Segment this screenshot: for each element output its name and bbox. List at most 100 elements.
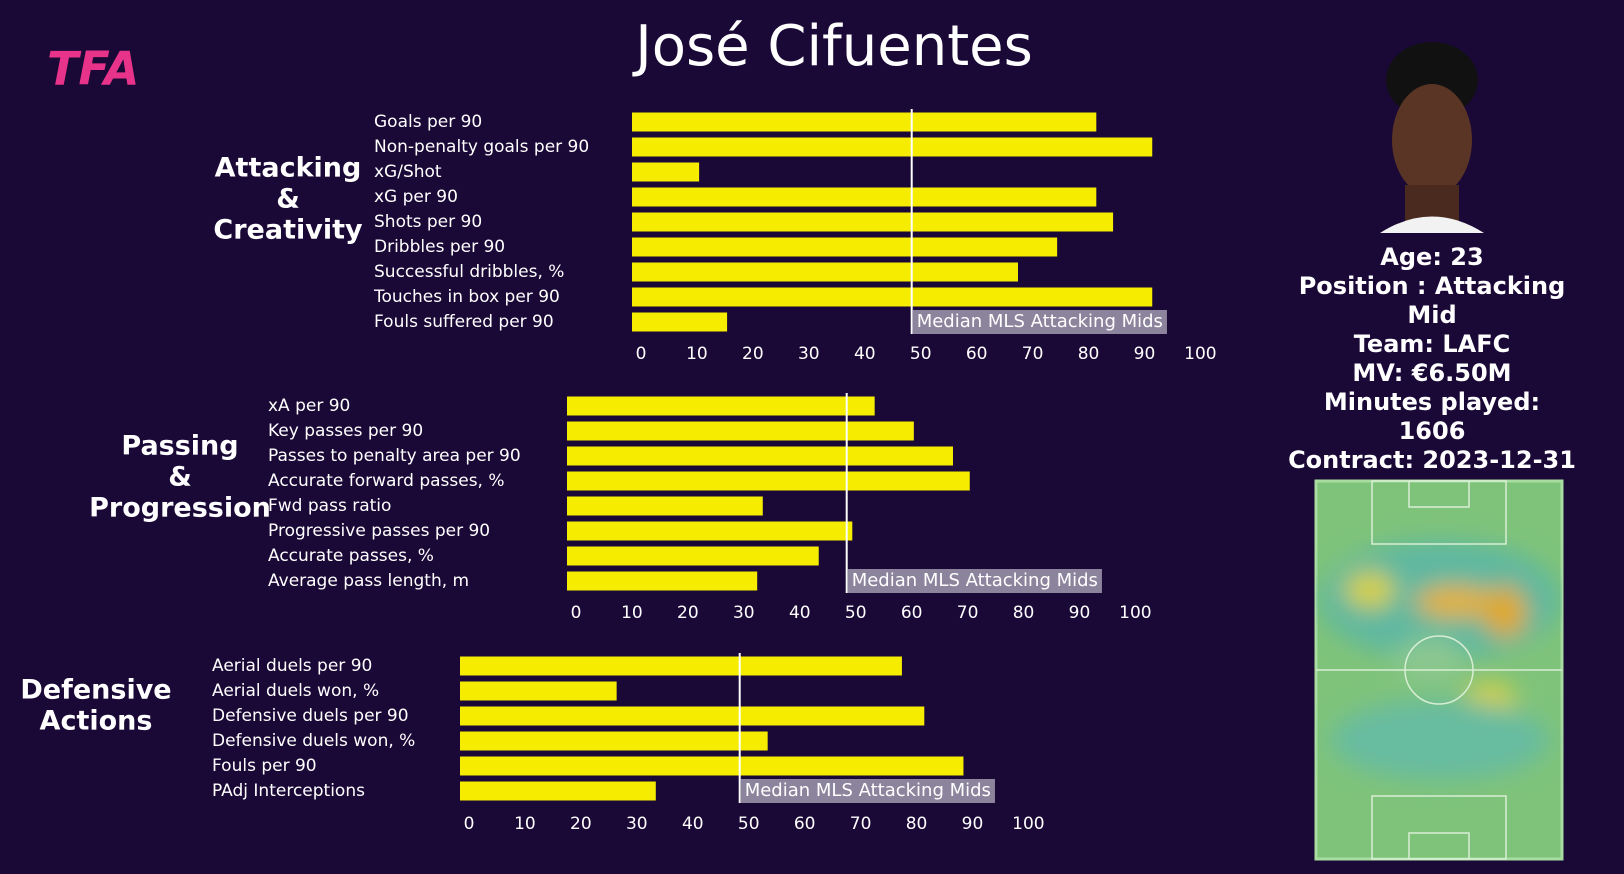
group-label: &	[168, 462, 192, 493]
bar	[567, 571, 758, 591]
category-label: Passes to penalty area per 90	[268, 446, 521, 466]
bar	[567, 496, 763, 516]
bar	[567, 396, 875, 416]
bar	[460, 781, 656, 801]
category-label: xA per 90	[268, 396, 350, 416]
x-tick-label: 60	[966, 344, 988, 364]
x-tick-label: 10	[514, 814, 536, 834]
x-tick-label: 60	[794, 814, 816, 834]
bar	[632, 312, 728, 332]
bar	[567, 446, 953, 466]
x-tick-label: 90	[1069, 603, 1091, 623]
bar	[567, 546, 819, 566]
group-label: &	[276, 184, 300, 215]
category-label: Dribbles per 90	[374, 237, 505, 257]
heatmap	[1314, 479, 1564, 861]
x-tick-label: 0	[636, 344, 647, 364]
category-label: Aerial duels won, %	[212, 681, 379, 701]
category-label: Key passes per 90	[268, 421, 423, 441]
profile-line: Age: 23	[1380, 243, 1484, 271]
category-label: Touches in box per 90	[373, 287, 560, 307]
median-label-box	[912, 310, 1167, 334]
x-tick-label: 20	[677, 603, 699, 623]
bar	[632, 262, 1018, 282]
category-label: Aerial duels per 90	[212, 656, 372, 676]
x-tick-label: 0	[464, 814, 475, 834]
category-label: Average pass length, m	[268, 571, 469, 591]
x-tick-label: 10	[621, 603, 643, 623]
x-tick-label: 50	[910, 344, 932, 364]
median-label-box	[740, 779, 995, 803]
group-label: Progression	[89, 493, 271, 524]
profile-line: Team: LAFC	[1353, 330, 1511, 358]
bar	[632, 112, 1097, 132]
x-tick-label: 100	[1119, 603, 1151, 623]
bar	[460, 731, 768, 751]
x-tick-label: 50	[845, 603, 867, 623]
category-label: Defensive duels per 90	[212, 706, 409, 726]
bar	[460, 681, 617, 701]
bar	[460, 756, 964, 776]
category-label: Progressive passes per 90	[268, 521, 490, 541]
x-tick-label: 40	[682, 814, 704, 834]
category-label: Fouls suffered per 90	[374, 312, 554, 332]
median-label: Median MLS Attacking Mids	[917, 311, 1163, 332]
x-tick-label: 40	[854, 344, 876, 364]
group-label: Passing	[121, 431, 238, 462]
x-tick-label: 70	[1022, 344, 1044, 364]
x-tick-label: 50	[738, 814, 760, 834]
profile-line: Contract: 2023-12-31	[1288, 446, 1576, 474]
bar	[632, 287, 1153, 307]
x-tick-label: 90	[1134, 344, 1156, 364]
x-tick-label: 20	[570, 814, 592, 834]
x-tick-label: 60	[901, 603, 923, 623]
category-label: Fouls per 90	[212, 756, 317, 776]
x-tick-label: 0	[571, 603, 582, 623]
bar	[460, 706, 925, 726]
x-tick-label: 30	[733, 603, 755, 623]
x-tick-label: 80	[1078, 344, 1100, 364]
profile-line: Minutes played: 1606	[1323, 388, 1541, 445]
bar	[567, 421, 914, 441]
category-label: PAdj Interceptions	[212, 781, 365, 801]
profile-line: MV: €6.50M	[1352, 359, 1512, 387]
category-label: Successful dribbles, %	[374, 262, 564, 282]
category-label: Fwd pass ratio	[268, 496, 391, 516]
group-label: Defensive	[20, 675, 171, 706]
x-tick-label: 30	[798, 344, 820, 364]
logo: TFA	[47, 42, 139, 96]
median-label: Median MLS Attacking Mids	[852, 570, 1098, 591]
x-tick-label: 40	[789, 603, 811, 623]
x-tick-label: 80	[1013, 603, 1035, 623]
bar	[632, 237, 1058, 257]
category-label: Non-penalty goals per 90	[374, 137, 589, 157]
group-label: Attacking	[215, 153, 362, 184]
x-tick-label: 70	[850, 814, 872, 834]
x-tick-label: 30	[626, 814, 648, 834]
x-tick-label: 90	[962, 814, 984, 834]
bar	[567, 521, 853, 541]
bar	[567, 471, 970, 491]
x-tick-label: 100	[1012, 814, 1044, 834]
x-tick-label: 80	[906, 814, 928, 834]
x-tick-label: 20	[742, 344, 764, 364]
x-tick-label: 10	[686, 344, 708, 364]
group-label: Actions	[40, 706, 153, 737]
chart-title: José Cifuentes	[632, 14, 1033, 79]
bar	[460, 656, 902, 676]
player-profile: Age: 23 Position : Attacking Mid Team: LAF…	[1287, 243, 1577, 475]
bar	[632, 187, 1097, 207]
group-label: Creativity	[213, 215, 363, 246]
player-photo	[1373, 41, 1492, 233]
category-label: Accurate passes, %	[268, 546, 434, 566]
median-label-box	[847, 569, 1102, 593]
bar	[632, 212, 1114, 232]
category-label: Accurate forward passes, %	[268, 471, 505, 491]
category-label: Goals per 90	[374, 112, 482, 132]
category-label: Defensive duels won, %	[212, 731, 415, 751]
category-label: Shots per 90	[374, 212, 482, 232]
x-tick-label: 100	[1184, 344, 1216, 364]
category-label: xG/Shot	[374, 162, 442, 182]
